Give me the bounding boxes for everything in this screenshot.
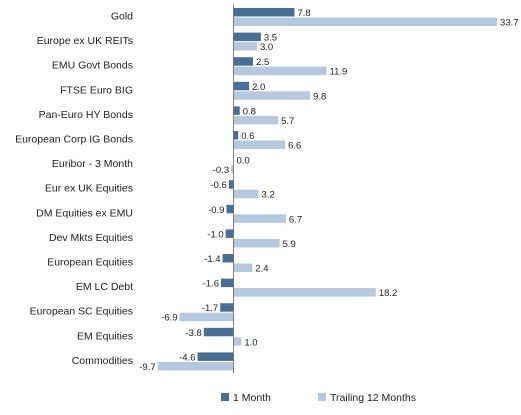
value-label-1-month-european-sc-equities: -1.7 — [202, 303, 218, 314]
category-label-dev-mkts-equities: Dev Mkts Equities — [49, 232, 133, 244]
bar-trailing-12-months-dm-equities-ex-emu — [233, 214, 286, 223]
legend: 1 Month Trailing 12 Months — [221, 392, 416, 404]
value-label-1-month-em-equities: -3.8 — [185, 328, 201, 339]
bar-trailing-12-months-europe-ex-uk-reits — [233, 42, 257, 51]
bar-trailing-12-months-ftse-euro-big — [233, 91, 311, 100]
bar-1-month-em-lc-debt — [220, 278, 234, 288]
bar-trailing-12-months-european-equities — [233, 263, 253, 272]
bar-1-month-emu-govt-bonds — [233, 57, 254, 66]
bar-trailing-12-months-em-equities — [233, 337, 242, 346]
value-label-trailing-12-months-euribor-3-month: -0.3 — [213, 165, 229, 176]
bar-trailing-12-months-gold — [233, 17, 498, 26]
value-label-trailing-12-months-dev-mkts-equities: 5.9 — [283, 239, 296, 250]
bar-1-month-dev-mkts-equities — [225, 229, 234, 238]
category-label-european-corp-ig-bonds: European Corp IG Bonds — [15, 134, 133, 146]
value-label-1-month-eur-ex-uk-equities: -0.6 — [210, 180, 226, 191]
bar-1-month-europe-ex-uk-reits — [233, 32, 261, 42]
value-label-1-month-ftse-euro-big: 2.0 — [252, 82, 265, 93]
value-label-trailing-12-months-commodities: -9.7 — [139, 362, 155, 373]
value-label-trailing-12-months-em-equities: 1.0 — [244, 337, 257, 348]
value-label-trailing-12-months-emu-govt-bonds: 11.9 — [330, 67, 348, 78]
value-label-trailing-12-months-european-corp-ig-bonds: 6.6 — [288, 141, 301, 152]
bar-1-month-eur-ex-uk-equities — [228, 180, 234, 189]
bar-trailing-12-months-em-lc-debt — [233, 288, 376, 297]
category-label-ftse-euro-big: FTSE Euro BIG — [60, 84, 133, 96]
value-label-trailing-12-months-europe-ex-uk-reits: 3.0 — [260, 42, 273, 53]
value-label-trailing-12-months-dm-equities-ex-emu: 6.7 — [289, 214, 302, 225]
value-label-trailing-12-months-gold: 33.7 — [500, 18, 519, 29]
value-label-trailing-12-months-eur-ex-uk-equities: 3.2 — [262, 190, 275, 201]
value-label-1-month-emu-govt-bonds: 2.5 — [256, 57, 269, 68]
value-label-trailing-12-months-ftse-euro-big: 9.8 — [313, 91, 326, 102]
bar-1-month-pan-euro-hy-bonds — [233, 106, 240, 115]
category-label-european-equities: European Equities — [47, 257, 133, 269]
value-label-trailing-12-months-european-sc-equities: -6.9 — [161, 313, 177, 324]
bar-trailing-12-months-eur-ex-uk-equities — [233, 189, 259, 199]
value-label-1-month-european-corp-ig-bonds: 0.6 — [241, 131, 254, 142]
bar-trailing-12-months-emu-govt-bonds — [233, 66, 327, 76]
legend-swatch-trailing-12-months — [318, 393, 326, 401]
legend-label-1-month: 1 Month — [233, 392, 271, 404]
bar-trailing-12-months-pan-euro-hy-bonds — [233, 115, 279, 125]
bar-trailing-12-months-european-corp-ig-bonds — [233, 140, 286, 149]
legend-swatch-1-month — [221, 393, 229, 401]
value-label-1-month-dm-equities-ex-emu: -0.9 — [208, 205, 224, 216]
value-label-1-month-europe-ex-uk-reits: 3.5 — [264, 33, 277, 44]
plot-area: Gold 7.8 33.7 Europe ex UK REITs 3.53.0 EMU G… — [15, 4, 519, 373]
bar-1-month-european-equities — [222, 254, 234, 263]
bar-1-month-european-sc-equities — [220, 303, 234, 312]
value-label-1-month-euribor-3-month: 0.0 — [237, 156, 250, 167]
value-label-trailing-12-months-em-lc-debt: 18.2 — [379, 288, 398, 299]
bar-trailing-12-months-dev-mkts-equities — [233, 238, 280, 248]
legend-label-trailing-12-months: Trailing 12 Months — [330, 392, 416, 404]
bar-1-month-em-equities — [203, 327, 234, 337]
category-label-europe-ex-uk-reits: Europe ex UK REITs — [37, 35, 133, 47]
bar-trailing-12-months-euribor-3-month — [231, 165, 234, 174]
category-label-eur-ex-uk-equities: Eur ex UK Equities — [45, 183, 133, 195]
category-label-dm-equities-ex-emu: DM Equities ex EMU — [36, 207, 133, 219]
value-label-1-month-gold: 7.8 — [297, 8, 310, 19]
value-label-1-month-commodities: -4.6 — [179, 352, 195, 363]
bar-1-month-dm-equities-ex-emu — [226, 204, 234, 214]
category-label-european-sc-equities: European SC Equities — [30, 306, 133, 318]
bar-1-month-ftse-euro-big — [233, 81, 250, 91]
category-label-commodities: Commodities — [72, 355, 133, 367]
value-label-1-month-em-lc-debt: -1.6 — [203, 279, 219, 290]
category-label-em-equities: EM Equities — [77, 330, 133, 342]
bar-1-month-commodities — [197, 352, 234, 361]
value-label-1-month-european-equities: -1.4 — [204, 254, 220, 265]
category-label-pan-euro-hy-bonds: Pan-Euro HY Bonds — [39, 109, 133, 121]
value-label-1-month-pan-euro-hy-bonds: 0.8 — [243, 106, 256, 117]
category-label-emu-govt-bonds: EMU Govt Bonds — [52, 60, 133, 72]
bar-trailing-12-months-commodities — [157, 361, 234, 371]
value-label-trailing-12-months-european-equities: 2.4 — [255, 264, 268, 275]
category-label-gold: Gold — [111, 11, 133, 23]
bar-1-month-european-corp-ig-bonds — [233, 131, 239, 140]
value-label-1-month-dev-mkts-equities: -1.0 — [207, 229, 223, 240]
bar-1-month-gold — [233, 8, 295, 17]
category-label-euribor-3-month: Euribor - 3 Month — [52, 158, 133, 170]
category-label-em-lc-debt: EM LC Debt — [76, 281, 133, 293]
bar-trailing-12-months-european-sc-equities — [179, 312, 234, 322]
value-label-trailing-12-months-pan-euro-hy-bonds: 5.7 — [281, 116, 294, 127]
